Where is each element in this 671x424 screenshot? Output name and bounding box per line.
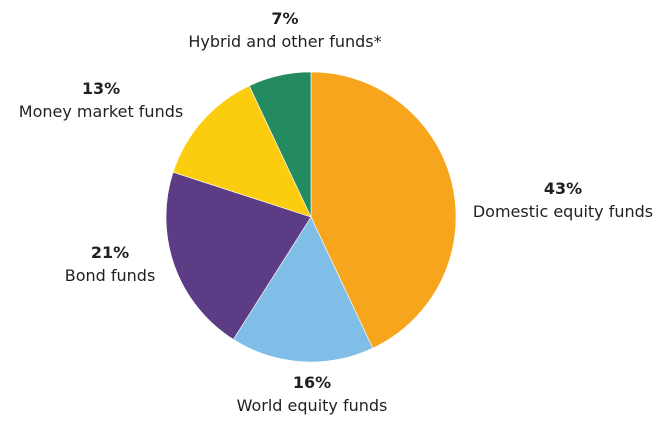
pie-slice-bond-funds bbox=[165, 171, 312, 340]
data-label-name-bond-funds: Bond funds bbox=[65, 266, 156, 285]
data-label-value-domestic-equity-funds: 43% bbox=[544, 179, 582, 198]
pie-labels: 43% Domestic equity funds 16% World equity … bbox=[19, 9, 653, 415]
data-label-value-hybrid-and-other-funds: 7% bbox=[271, 9, 298, 28]
pie-slices bbox=[165, 71, 457, 363]
data-label-name-world-equity-funds: World equity funds bbox=[237, 396, 388, 415]
data-label-value-world-equity-funds: 16% bbox=[293, 373, 331, 392]
pie-slice-hybrid-and-other-funds bbox=[248, 71, 312, 218]
pie-slice-world-equity-funds bbox=[232, 216, 374, 363]
data-label-name-money-market-funds: Money market funds bbox=[19, 102, 183, 121]
data-label-value-bond-funds: 21% bbox=[91, 243, 129, 262]
pie-slice-domestic-equity-funds bbox=[310, 71, 457, 349]
data-label-value-money-market-funds: 13% bbox=[82, 79, 120, 98]
data-label-name-domestic-equity-funds: Domestic equity funds bbox=[473, 202, 653, 221]
pie-slice-money-market-funds bbox=[172, 85, 312, 218]
data-label-name-hybrid-and-other-funds: Hybrid and other funds* bbox=[188, 32, 381, 51]
